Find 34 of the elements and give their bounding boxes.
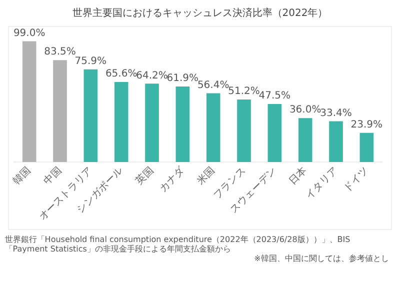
bar: [329, 121, 343, 162]
text: 世界銀行「Household final consumption expenditure（2022年（2023/6/28版））」、BIS「Payment Statistics」の非現金手段による年間支払金額から: [4, 236, 352, 254]
text: ※韓国、中国に関しては、参考値とし: [253, 254, 389, 264]
bar: [206, 93, 220, 162]
data-label: 75.9%: [74, 56, 107, 67]
data-label: 51.2%: [228, 86, 260, 98]
bar: [176, 86, 190, 162]
data-label: 99.0%: [13, 28, 46, 39]
data-label: 65.6%: [105, 68, 138, 80]
x-tick-label: 韓国: [10, 164, 34, 188]
bar: [114, 82, 128, 162]
x-tick-label: 中国: [41, 164, 64, 188]
data-label: 83.5%: [44, 46, 76, 58]
x-tick-label: 英国: [133, 164, 156, 188]
x-tick-label: 日本: [286, 164, 310, 188]
chart-title: 世界主要国におけるキャッシュレス決済比率（2022年）: [71, 6, 329, 21]
bar: [237, 100, 251, 162]
data-label: 47.5%: [258, 90, 291, 102]
data-label: 36.0%: [289, 104, 322, 116]
x-tick-label: 米国: [194, 164, 218, 188]
bar: [298, 118, 312, 162]
data-label: 23.9%: [350, 119, 383, 130]
bar: [268, 104, 282, 162]
x-tick-label: ドイツ: [342, 165, 371, 194]
data-label: 33.4%: [320, 108, 352, 119]
data-label: 56.4%: [197, 80, 230, 91]
bar: [360, 132, 374, 162]
data-label: 64.2%: [136, 70, 168, 82]
data-label: 61.9%: [166, 73, 199, 84]
bar: [84, 69, 98, 162]
bar: [22, 41, 36, 162]
bar: [145, 84, 159, 162]
x-tick-label: カナダ: [156, 164, 188, 194]
bar: [53, 60, 67, 162]
